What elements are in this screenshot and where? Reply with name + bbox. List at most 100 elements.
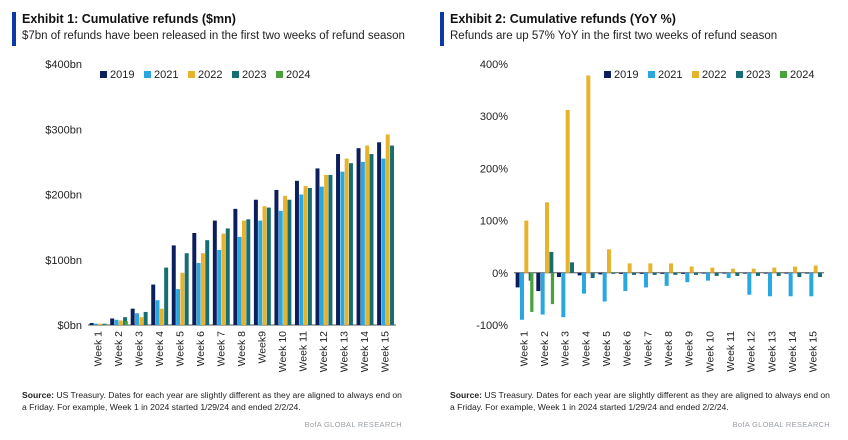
bar-2021 [258,220,263,325]
bar-2019 [784,272,789,274]
legend-label-2019: 2019 [110,69,134,81]
bar-2023 [818,272,822,277]
source-text: US Treasury. Dates for each year are sli… [22,390,402,412]
bar-2021 [155,300,160,325]
bar-2024 [530,272,534,312]
legend-swatch-2023 [736,71,743,78]
bar-2019 [598,272,603,275]
bar-2022 [710,267,715,273]
bar-2022 [772,267,777,273]
bar-2019 [253,199,258,325]
bar-2021 [217,249,222,325]
exhibit-2-title: Exhibit 2: Cumulative refunds (YoY %) [450,12,676,26]
x-tick-label: Week 10 [704,331,716,372]
bar-2021 [561,272,566,318]
x-tick-label: Week 8 [663,331,675,367]
x-tick-label: Week 4 [580,331,592,367]
y-tick-label: $300bn [45,124,82,136]
legend-swatch-2022 [188,71,195,78]
x-tick-label: Week 6 [622,331,634,367]
x-tick-label: Week 11 [725,331,737,372]
x-tick-label: Week 2 [539,331,551,367]
x-tick-label: Week 4 [154,331,166,367]
x-tick-label: Week 14 [787,331,799,372]
bar-2021 [381,158,386,325]
bar-2021 [581,272,586,294]
bar-2023 [776,272,781,276]
bar-2021 [809,272,814,297]
bar-2021 [278,210,283,325]
bar-2023 [205,240,210,325]
x-tick-label: Week 11 [298,331,310,372]
bar-2023 [246,219,251,325]
bar-2021 [519,272,524,320]
bar-2019 [556,272,561,277]
bar-2021 [299,194,304,325]
bar-2019 [110,318,115,325]
legend-label-2022: 2022 [198,69,222,81]
exhibit-1-chart: $0bn $100bn $200bn $300bn $400bn Week 1 Week 2… [45,59,396,372]
bar-2019 [356,148,361,325]
bar-2022 [344,158,349,325]
bar-2022 [793,266,797,273]
x-tick-label: Week 8 [236,331,248,367]
x-tick-label: Week 5 [174,331,186,367]
exhibit-2-chart: -100% 0% 100% 200% 300% 400% Week 1 Week 2 Week … [476,59,824,372]
exhibit-1-subtitle: $7bn of refunds have been released in th… [22,30,405,42]
bar-2019 [294,180,299,325]
y-tick-label: $400bn [45,59,82,71]
x-tick-label: Week 13 [766,331,778,372]
bar-2022 [586,75,591,273]
x-tick-label: Week 12 [746,331,758,372]
bar-2022 [303,186,308,325]
bar-2022 [669,263,673,273]
bar-2019 [233,208,238,325]
bar-2022 [221,233,226,325]
bar-2022 [385,134,390,325]
bar-2019 [515,272,520,288]
x-tick-label: Week 6 [195,331,207,367]
bar-2022 [751,268,756,273]
bar-2022 [139,317,144,325]
x-tick-label: Week 2 [113,331,125,367]
bar-2022 [607,249,611,273]
x-tick-label: Week 5 [601,331,613,367]
y-tick-label: $100bn [45,255,82,267]
exhibit-2-panel: Exhibit 2: Cumulative refunds (YoY %) Re… [428,0,848,440]
legend-swatch-2021 [648,71,655,78]
y-tick-label: -100% [476,320,508,332]
exhibit-1-panel: Exhibit 1: Cumulative refunds ($mn) $7bn… [0,0,420,440]
bar-2019 [577,272,582,276]
exhibit-1-title: Exhibit 1: Cumulative refunds ($mn) [22,12,236,26]
bar-2023 [549,251,554,273]
bar-2024 [124,321,128,325]
x-tick-label: Week9 [257,331,269,364]
exhibit-1-source: Source: US Treasury. Dates for each year… [22,389,402,413]
bar-2022 [118,320,123,325]
y-tick-label: 100% [480,216,508,228]
bar-2021 [767,272,772,297]
legend-label-2024: 2024 [286,69,310,81]
bar-2019 [680,272,685,274]
x-tick-label: Week 7 [642,331,654,367]
bar-2023 [756,272,760,276]
bar-2023 [390,145,395,325]
legend-swatch-2021 [144,71,151,78]
bar-2023 [694,272,698,275]
bar-2023 [143,311,148,325]
exhibit-2-subtitle: Refunds are up 57% YoY in the first two … [450,30,778,42]
bar-2021 [176,289,181,325]
bar-2022 [731,268,735,273]
bar-2019 [377,142,382,325]
y-tick-label: 400% [480,59,508,71]
bar-2022 [262,206,267,325]
bar-2021 [540,272,545,315]
bar-2022 [813,265,818,273]
x-tick-label: Week 3 [133,331,145,367]
bar-2019 [701,272,706,274]
bar-2023 [735,272,740,276]
bar-2021 [747,272,752,295]
exhibit-2-source: Source: US Treasury. Dates for each year… [450,389,830,413]
bar-2019 [536,272,541,292]
title-accent-bar [12,12,16,46]
